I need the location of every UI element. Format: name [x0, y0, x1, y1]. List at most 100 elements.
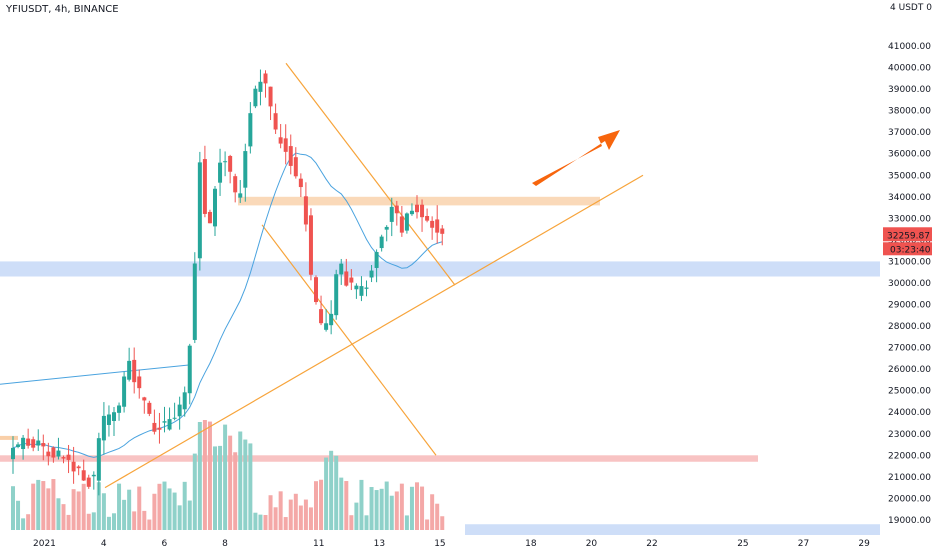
candle-body-60 [314, 277, 318, 303]
volume-bar-47 [248, 443, 253, 530]
volume-bar-22 [122, 499, 127, 530]
x-tick-label: 22 [646, 539, 657, 549]
y-tick-label: 30000.00 [888, 279, 931, 289]
candle-body-22 [122, 376, 127, 407]
y-tick-label: 41000.00 [888, 42, 931, 52]
candle-body-46 [243, 151, 248, 188]
x-tick-label: 4 [101, 539, 107, 549]
candle-body-54 [283, 138, 288, 152]
x-tick-label: 18 [525, 539, 537, 549]
candle-body-71 [369, 270, 374, 278]
volume-bar-23 [127, 489, 132, 530]
volume-bar-60 [314, 481, 318, 530]
currency-label[interactable]: 4 USDT 0 [890, 3, 932, 13]
candle-body-51 [268, 86, 273, 107]
volume-bar-13 [76, 491, 81, 530]
y-tick-label: 39000.00 [888, 85, 931, 95]
candle-body-33 [177, 404, 182, 417]
candle-body-63 [329, 313, 334, 326]
volume-bar-51 [268, 495, 273, 530]
time-axis[interactable]: 2021 4 6 8 11 13 15 18 20 22 25 27 29 [33, 539, 870, 549]
y-tick-label: 34000.00 [888, 193, 931, 203]
y-tick-label: 19000.00 [888, 516, 931, 526]
volume-bar-50 [263, 514, 268, 530]
volume-bar-4 [31, 483, 36, 530]
candle-body-65 [339, 263, 344, 275]
candle-body-49 [258, 81, 263, 92]
last-price-value: 32259.87 [887, 231, 930, 241]
price-axis[interactable]: 19000.00 20000.00 21000.00 22000.00 23000.00… [888, 42, 931, 526]
candle-body-59 [308, 215, 313, 275]
currency-prefix: 4 [890, 3, 896, 13]
candle-body-15 [86, 477, 91, 487]
volume-bar-27 [147, 519, 152, 530]
candle-body-45 [238, 193, 243, 198]
candle-body-52 [273, 113, 278, 130]
y-tick-label: 36000.00 [888, 150, 931, 160]
candle-body-85 [440, 228, 445, 234]
candle-body-16 [91, 474, 96, 477]
volume-bar-25 [137, 486, 142, 530]
volume-bar-80 [415, 482, 419, 530]
candle-body-64 [334, 274, 339, 316]
volume-bar-5 [36, 479, 41, 530]
volume-bar-9 [56, 498, 61, 530]
y-tick-label: 29000.00 [888, 301, 931, 311]
candle-body-18 [101, 415, 106, 441]
chart-title: YFIUSDT, 4h, BINANCE [6, 4, 119, 15]
volume-bar-58 [303, 499, 308, 530]
volume-bar-54 [283, 517, 288, 530]
arrow-icon [532, 130, 620, 186]
volume-bar-29 [157, 483, 162, 530]
volume-bar-56 [293, 493, 298, 530]
currency-suffix: 0 [926, 3, 932, 13]
volume-bar-69 [359, 479, 364, 530]
x-tick-label: 20 [586, 539, 598, 549]
countdown-badge [883, 242, 932, 256]
candle-body-17 [96, 438, 101, 481]
bottom-zone [465, 524, 880, 535]
candle-body-30 [162, 421, 167, 423]
volume-bar-61 [319, 479, 324, 530]
volume-bar-18 [101, 493, 106, 530]
volume-bar-3 [26, 514, 31, 530]
y-tick-label: 21000.00 [888, 473, 931, 483]
y-tick-label: 20000.00 [888, 494, 931, 504]
candle-body-39 [207, 211, 212, 224]
volume-bar-64 [334, 455, 339, 530]
candle-body-35 [187, 345, 192, 394]
volume-bar-17 [96, 482, 101, 530]
candle-body-1 [16, 444, 21, 447]
volume-bar-40 [213, 446, 217, 530]
volume-bar-85 [440, 516, 445, 530]
volume-bar-78 [404, 515, 409, 530]
candle-body-68 [354, 285, 359, 290]
volume-bar-62 [324, 457, 329, 530]
candle-body-55 [288, 146, 293, 166]
volume-bar-53 [278, 491, 283, 530]
volume-bar-14 [81, 483, 86, 530]
support-zone [0, 261, 880, 277]
volume-bar-73 [379, 488, 384, 530]
volume-bar-36 [192, 453, 197, 530]
candle-body-3 [26, 438, 31, 446]
candle-body-7 [46, 451, 51, 457]
volume-bar-79 [409, 486, 414, 530]
volume-bar-24 [132, 511, 137, 530]
candle-body-75 [389, 206, 394, 222]
candle-body-9 [56, 450, 61, 457]
candle-body-40 [213, 188, 217, 227]
volume-bar-63 [329, 450, 334, 530]
volume-bar-52 [273, 507, 278, 530]
candle-body-79 [409, 210, 414, 215]
candle-body-4 [31, 439, 36, 448]
candle-body-70 [364, 287, 369, 289]
x-tick-label: 6 [162, 539, 168, 549]
candle-body-0 [11, 447, 15, 460]
small-zone-left [0, 435, 18, 440]
volume-bar-67 [349, 515, 354, 530]
moving-average [12, 152, 443, 458]
candle-body-67 [349, 277, 354, 283]
trendline-blue-early [0, 364, 191, 385]
